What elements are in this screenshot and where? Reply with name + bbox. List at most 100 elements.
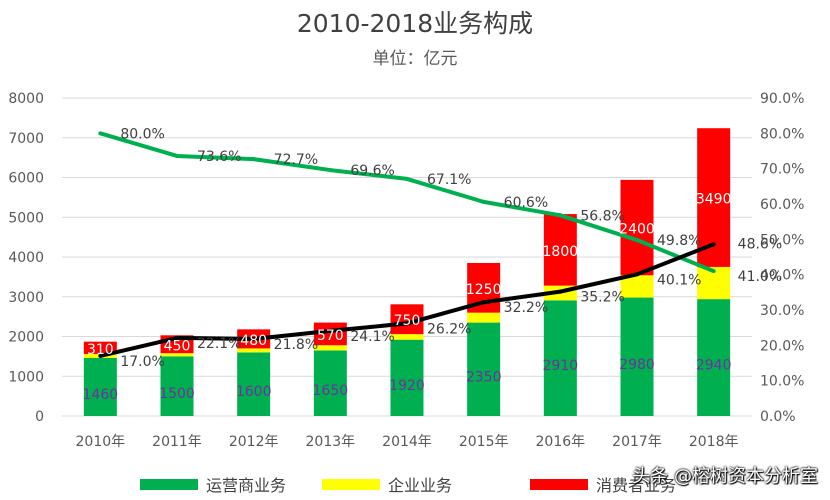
y-left-tick-label: 0: [35, 409, 44, 425]
line-point: [635, 272, 639, 277]
bar-data-label: 1500: [159, 386, 195, 402]
bar-segment: [313, 350, 347, 416]
line-data-label: 21.8%: [274, 337, 318, 353]
line-data-label: 72.7%: [274, 152, 318, 168]
bar-segment: [390, 339, 424, 416]
line-point: [481, 300, 486, 305]
line-point: [711, 242, 716, 247]
bar-data-label: 2910: [543, 358, 579, 374]
bar-data-label: 2940: [696, 358, 732, 374]
y-right-tick-label: 10.0%: [760, 374, 804, 390]
line-point: [328, 168, 333, 173]
line-data-label: 17.0%: [120, 354, 164, 370]
line-data-label: 69.6%: [350, 163, 394, 179]
line-point: [175, 335, 179, 340]
y-right-tick-label: 70.0%: [760, 162, 804, 178]
bar-segment: [160, 356, 194, 416]
line-data-label: 22.1%: [197, 336, 241, 352]
y-right-tick-label: 20.0%: [760, 338, 804, 354]
y-left-tick-label: 6000: [8, 171, 44, 187]
line-point: [558, 289, 563, 294]
line-data-label: 73.6%: [197, 149, 241, 165]
bar-segment: [620, 297, 654, 416]
y-left-tick-label: 8000: [8, 91, 44, 107]
line-data-label: 60.6%: [504, 195, 548, 211]
bar-data-label: 1650: [313, 383, 349, 399]
bar-data-label: 1460: [83, 387, 119, 403]
bar-segment: [697, 299, 731, 416]
y-right-tick-label: 30.0%: [760, 303, 804, 319]
legend-label: 运营商业务: [206, 476, 287, 495]
line-point: [405, 176, 409, 181]
line-data-label: 49.8%: [657, 233, 701, 249]
bar-segment: [83, 341, 117, 354]
line-data-label: 67.1%: [427, 172, 471, 188]
bar-data-label: 310: [87, 342, 114, 358]
y-right-tick-label: 40.0%: [760, 268, 804, 284]
bar-data-label: 1250: [466, 282, 502, 298]
line-data-label: 40.1%: [657, 272, 701, 288]
legend-item: 运营商业务: [140, 472, 286, 496]
bar-data-label: 3490: [696, 192, 732, 208]
line-point: [405, 321, 409, 326]
legend-swatch: [530, 478, 588, 490]
bar-segment: [390, 334, 424, 340]
bar-data-label: 750: [394, 313, 421, 329]
line-data-label: 80.0%: [120, 126, 164, 142]
line-point: [98, 353, 103, 358]
line-point: [558, 213, 563, 218]
bar-segment: [237, 352, 271, 416]
line-point: [175, 153, 179, 158]
line-data-label: 35.2%: [580, 290, 624, 306]
bar-segment: [467, 312, 501, 323]
bar-data-label: 2400: [619, 222, 655, 238]
legend-item: 企业业务: [322, 472, 452, 496]
line-data-label: 41.0%: [738, 269, 782, 285]
line-data-label: 56.8%: [580, 208, 624, 224]
legend: 运营商业务 企业业务 消费者业务: [0, 472, 830, 498]
legend-swatch: [140, 478, 198, 490]
bar-data-label: 1920: [389, 378, 425, 394]
line-point: [251, 157, 256, 162]
legend-label: 企业业务: [388, 476, 453, 495]
x-tick-label: 2015年: [459, 434, 509, 450]
x-tick-label: 2011年: [152, 434, 202, 450]
x-tick-label: 2018年: [689, 434, 739, 450]
bar-segment: [237, 348, 271, 353]
line-data-label: 26.2%: [427, 321, 471, 337]
x-tick-label: 2010年: [76, 434, 126, 450]
line-point: [98, 131, 103, 136]
watermark: 头条 @榕树资本分析室: [632, 466, 818, 487]
y-left-tick-label: 1000: [8, 369, 44, 385]
bar-segment: [83, 357, 117, 416]
y-right-tick-label: 80.0%: [760, 126, 804, 142]
line-data-label: 24.1%: [350, 329, 394, 345]
line-point: [328, 328, 333, 333]
bar-data-label: 2350: [466, 369, 502, 385]
bar-segment: [543, 214, 577, 286]
bar-data-label: 1800: [543, 244, 579, 260]
y-right-tick-label: 0.0%: [760, 409, 796, 425]
y-left-tick-label: 3000: [8, 290, 44, 306]
bar-data-label: 1600: [236, 384, 272, 400]
line-point: [251, 336, 256, 341]
y-left-tick-label: 2000: [8, 330, 44, 346]
line-data-label: 48.6%: [738, 236, 782, 252]
bar-segment: [467, 322, 501, 416]
stacked-bar-line-chart: 0 1000 2000 3000 4000 5000 6000 7000 8000 0.0% 10.…: [8, 91, 804, 450]
y-left-tick-label: 7000: [8, 131, 44, 147]
bar-data-label: 480: [240, 333, 267, 349]
chart-title: 2010-2018业务构成: [296, 9, 534, 38]
y-right-tick-label: 50.0%: [760, 232, 804, 248]
y-left-tick-label: 4000: [8, 250, 44, 266]
x-tick-label: 2012年: [229, 434, 279, 450]
line-point: [711, 269, 716, 274]
bar-segment: [620, 179, 654, 276]
bar-segment: [313, 345, 347, 351]
y-right-tick-label: 90.0%: [760, 91, 804, 107]
y-left-tick-label: 5000: [8, 210, 44, 226]
line-data-label: 32.2%: [504, 300, 548, 316]
bar-data-label: 570: [317, 328, 344, 344]
line-point: [481, 199, 486, 204]
bar-data-label: 450: [164, 338, 191, 354]
